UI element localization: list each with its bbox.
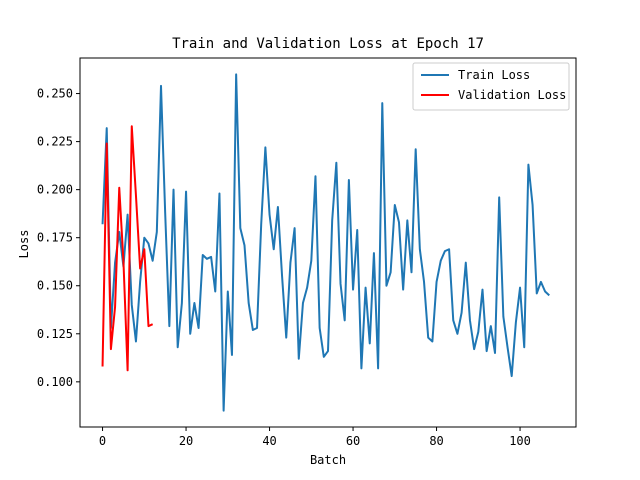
x-tick-label: 100 [509,434,531,448]
axes-frame [79,57,577,428]
x-tick-label: 20 [179,434,193,448]
x-tick-label: 0 [99,434,106,448]
x-tick-label: 80 [429,434,443,448]
x-tick-label: 60 [346,434,360,448]
x-axis-label: Batch [310,453,346,467]
legend-box [412,62,570,111]
x-tick-label: 40 [262,434,276,448]
legend-label-validation-loss: Validation Loss [458,88,566,102]
y-axis-label: Loss [17,230,31,259]
series-line-train-loss [101,73,550,412]
plot-area [101,73,550,412]
legend-label-train-loss: Train Loss [458,68,530,82]
y-tick-label: 0.225 [37,135,73,149]
series-line-validation-loss [101,125,154,372]
y-tick-label: 0.250 [37,87,73,101]
chart-title: Train and Validation Loss at Epoch 17 [172,36,484,52]
axes: 0 20 40 60 80 100 0.100 0.125 0.150 0.175 0.200 0.2… [37,57,577,448]
y-tick-label: 0.175 [37,231,73,245]
y-tick-label: 0.100 [37,375,73,389]
y-tick-label: 0.200 [37,183,73,197]
legend: Train Loss Validation Loss [412,62,570,111]
y-tick-label: 0.150 [37,279,73,293]
y-tick-label: 0.125 [37,327,73,341]
